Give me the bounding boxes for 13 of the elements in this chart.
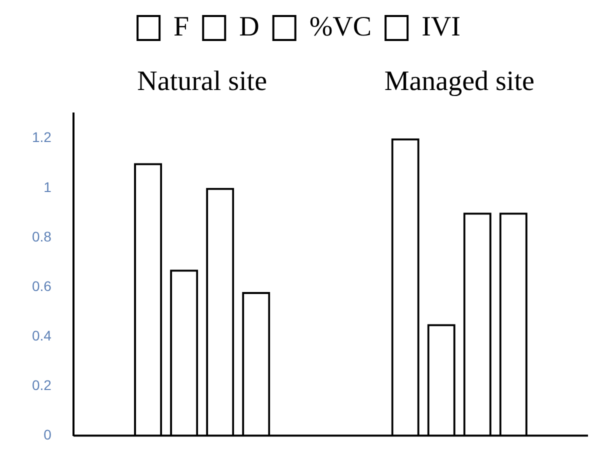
- legend-label: F: [174, 11, 190, 42]
- y-tick-label: 1.2: [32, 129, 52, 146]
- y-tick-label: 0.8: [32, 228, 52, 244]
- y-tick-label: 0: [44, 426, 52, 442]
- y-tick-label: 0.2: [32, 376, 52, 393]
- x-tick-label: Managed site: [384, 66, 534, 98]
- x-tick-label: Natural site: [137, 66, 268, 98]
- legend-label: D: [239, 11, 260, 42]
- y-tick-label: 0.4: [32, 327, 52, 344]
- y-tick-label: 0.6: [32, 278, 52, 294]
- y-tick-label: 1: [44, 178, 52, 195]
- legend-label: IVI: [422, 11, 460, 42]
- legend-label: %VC: [309, 11, 372, 42]
